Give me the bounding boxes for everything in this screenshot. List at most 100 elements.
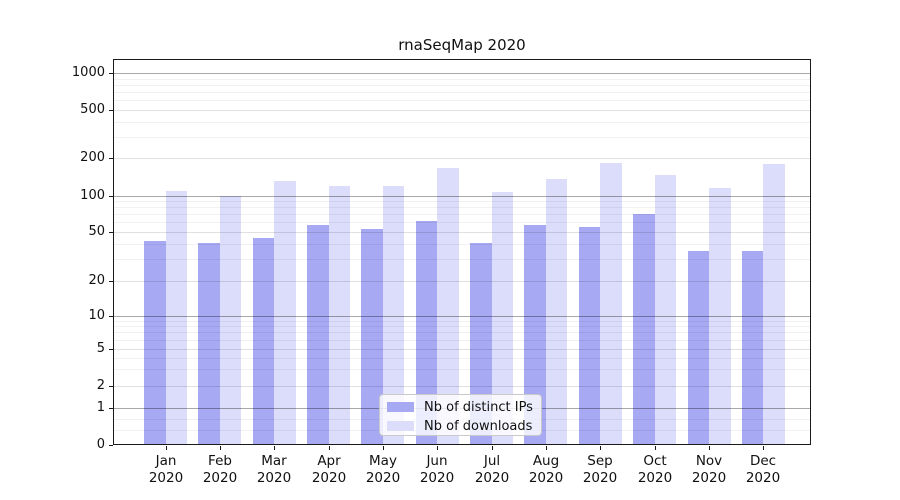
minor-gridline [113,332,811,334]
legend-item-downloads: Nb of downloads [387,416,532,436]
major-gridline [113,385,811,387]
bar-downloads [165,191,187,444]
bar-distinct-ips [307,225,329,444]
y-tick [109,281,113,282]
bar-downloads [219,196,242,444]
x-tick [655,446,656,450]
major-gridline [113,110,811,111]
y-tick-label: 2 [96,378,105,393]
plot-area [113,59,811,445]
major-gridline [113,232,811,233]
x-tick-label: Aug 2020 [528,453,564,486]
bar-distinct-ips [741,251,764,444]
legend-swatch-downloads [387,421,414,431]
y-tick-label: 50 [88,224,105,239]
minor-gridline [113,339,811,341]
y-tick [109,158,113,159]
bar-distinct-ips [361,228,383,444]
minor-gridline [113,207,811,209]
legend-swatch-distinct-ips [387,402,414,412]
bar-distinct-ips [415,220,438,444]
x-tick-label: Sep 2020 [582,453,618,486]
minor-gridline [113,357,811,359]
major-gridline [113,73,811,74]
y-tick-label: 1 [96,400,105,415]
bar-downloads [600,163,622,444]
bar-downloads [545,179,568,444]
x-tick-label: Nov 2020 [691,453,727,486]
legend-item-distinct-ips: Nb of distinct IPs [387,397,533,417]
minor-gridline [113,369,811,371]
minor-gridline [113,78,811,80]
bar-downloads [491,192,514,444]
bar-distinct-ips [144,241,166,444]
minor-gridline [113,201,811,203]
minor-gridline [113,320,811,322]
major-gridline [113,281,811,282]
bar-downloads [382,186,405,444]
bar-distinct-ips [470,242,492,444]
x-tick-label: Apr 2020 [311,453,347,486]
x-tick-label: Jan 2020 [148,453,184,486]
y-tick-label: 10 [88,308,105,323]
x-tick [220,446,221,450]
legend-label-downloads: Nb of downloads [424,418,533,434]
x-tick-label: Feb 2020 [202,453,238,486]
y-tick-label: 200 [80,150,105,165]
bar-downloads [763,164,785,444]
minor-gridline [113,222,811,224]
bar-distinct-ips [633,213,655,444]
y-tick [109,232,113,233]
major-gridline [113,315,811,317]
y-tick-label: 20 [88,273,105,288]
x-tick [492,446,493,450]
y-tick [109,349,113,350]
bar-distinct-ips [252,237,275,444]
minor-gridline [113,259,811,261]
minor-gridline [113,121,811,123]
major-gridline [113,195,811,197]
x-tick-label: Jul 2020 [474,453,510,486]
x-tick-label: Oct 2020 [637,453,673,486]
gridlines-layer [113,59,811,445]
y-tick-label: 500 [80,102,105,117]
bar-distinct-ips [524,225,546,444]
bar-downloads [437,168,459,444]
x-tick [546,446,547,450]
chart-title: rnaSeqMap 2020 [398,36,526,54]
x-tick [763,446,764,450]
minor-gridline [113,326,811,328]
y-tick [109,316,113,317]
y-tick-label: 100 [80,188,105,203]
y-tick-label: 1000 [71,65,105,80]
x-tick-label: Jun 2020 [419,453,455,486]
x-tick-label: Mar 2020 [256,453,292,486]
x-tick [166,446,167,450]
bars-layer [113,59,811,445]
y-tick [109,73,113,74]
x-tick [437,446,438,450]
y-tick [109,110,113,111]
bar-downloads [654,175,677,444]
bar-distinct-ips [687,251,709,444]
bar-distinct-ips [578,226,601,444]
y-tick [109,196,113,197]
legend-label-distinct-ips: Nb of distinct IPs [424,399,533,415]
x-tick [274,446,275,450]
y-tick [109,408,113,409]
y-tick [109,445,113,446]
minor-gridline [113,136,811,138]
x-tick [383,446,384,450]
minor-gridline [113,92,811,94]
bar-downloads [328,186,351,444]
major-gridline [113,348,811,350]
x-tick-label: May 2020 [365,453,401,486]
y-tick-label: 5 [96,341,105,356]
minor-gridline [113,214,811,216]
bar-downloads [709,188,731,444]
minor-gridline [113,243,811,245]
x-tick [329,446,330,450]
x-tick-label: Dec 2020 [745,453,781,486]
bar-downloads [274,181,296,444]
